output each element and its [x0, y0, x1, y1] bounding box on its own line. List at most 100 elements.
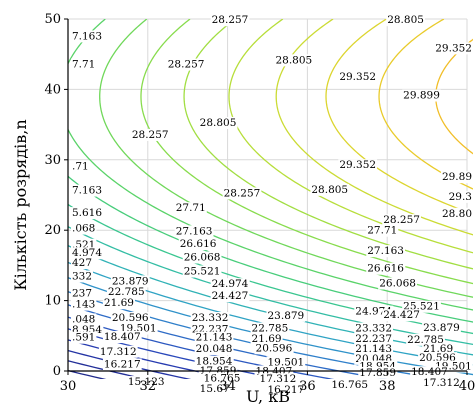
contour-label: 27.71 [367, 225, 397, 237]
y-axis-title: Кількість розрядів,n [11, 119, 30, 290]
contour-label-background [440, 171, 473, 184]
y-tick-label: 10 [44, 294, 61, 309]
contour-label-background [354, 322, 394, 335]
contour-label: 27.163 [367, 245, 404, 257]
contour-label: 29.899 [403, 90, 440, 102]
contour-label: 26.616 [367, 263, 404, 275]
contour-label: 28.805 [311, 184, 348, 196]
contour-label-background [178, 238, 218, 251]
contour-label-background [70, 257, 94, 270]
contour-label-background [110, 275, 150, 288]
contour-label: 16.765 [204, 373, 241, 385]
contour-label: 4.974 [72, 247, 102, 259]
contour-label: 28.257 [383, 214, 420, 226]
contour-label-background [198, 383, 231, 396]
contour-label-background [98, 345, 138, 358]
contour-label: 28.805 [387, 14, 424, 26]
contour-label: 23.879 [112, 275, 149, 287]
contour-label: 17.312 [100, 346, 137, 358]
contour-label: 24.974 [212, 278, 249, 290]
contour-line-3 [68, 339, 237, 379]
contour-labels: 7.163 28.257 28.805 29.352 7.71 28.257 28.805 2… [70, 14, 473, 396]
contour-label-background [202, 372, 242, 385]
contour-label-background [126, 376, 166, 389]
contour-label-background [70, 298, 97, 311]
contour-label-background [402, 89, 441, 102]
contour-label: 21.143 [355, 343, 392, 355]
contour-line-18 [228, 19, 473, 254]
contour-label-background [338, 159, 378, 172]
contour-label-background [338, 71, 378, 84]
contour-label: 28.805 [275, 54, 312, 66]
contour-label: .048 [72, 313, 95, 325]
y-tick-label: 0 [53, 364, 61, 379]
contour-label-background [102, 358, 142, 371]
x-tick-label: 30 [60, 379, 77, 394]
x-tick-label: 34 [219, 379, 236, 394]
contour-label: 22.785 [108, 286, 145, 298]
contour-label-background [250, 333, 283, 346]
x-axis-title: U, кВ [246, 387, 290, 406]
contour-line-13 [68, 175, 473, 323]
contour-label-background [102, 297, 135, 310]
contour-label: 21.143 [196, 332, 233, 344]
contour-label-background [386, 14, 425, 27]
contour-line-20 [325, 19, 473, 215]
contour-label-background [434, 42, 473, 55]
contour-label: 16.217 [104, 358, 141, 370]
contour-label: .71 [72, 161, 89, 173]
contour-label: 29.3 [449, 191, 472, 203]
contour-label: 24.427 [383, 309, 420, 321]
contour-line-21 [378, 19, 473, 190]
x-tick-label: 40 [459, 379, 475, 394]
contour-label-background [70, 287, 94, 300]
contour-label: 22.785 [252, 323, 289, 335]
contour-label-background [70, 313, 97, 326]
contour-label: 28.257 [212, 14, 249, 26]
y-tick-label: 30 [44, 153, 61, 168]
contour-label: 18.407 [104, 331, 141, 343]
x-tick-label: 32 [140, 379, 157, 394]
contour-label-background [190, 311, 230, 324]
contour-label: 20.596 [112, 312, 149, 324]
contour-label: 27.71 [176, 202, 206, 214]
contour-label-background [130, 128, 170, 141]
contour-label: 27.163 [176, 225, 213, 237]
contour-label-background [110, 311, 150, 324]
contour-label: .591 [72, 332, 95, 344]
contour-label: 15.67 [200, 383, 230, 395]
contour-label-background [358, 366, 398, 379]
contour-label-background [70, 58, 97, 71]
contour-line-15 [99, 19, 473, 298]
contour-label: 23.879 [268, 310, 305, 322]
y-tick-labels: 0 10 20 30 40 50 [44, 12, 61, 379]
contour-label-background [106, 285, 146, 298]
contour-label-background [382, 214, 421, 227]
contour-label-background [410, 366, 449, 379]
contour-label-background [210, 278, 250, 291]
contour-label: 23.332 [355, 323, 392, 335]
contour-label-background [274, 54, 314, 67]
contour-label: 24.427 [212, 290, 249, 302]
contour-label-background [174, 225, 214, 238]
contour-label: 29.352 [339, 71, 376, 83]
contour-label: 23.879 [423, 322, 460, 334]
x-tick-label: 36 [299, 379, 316, 394]
contour-label-background [70, 270, 94, 283]
y-tick-label: 20 [44, 223, 61, 238]
y-tick-label: 50 [44, 12, 61, 27]
contour-label-background [194, 342, 234, 355]
contour-label-background [266, 383, 306, 396]
contour-label: 26.616 [180, 238, 217, 250]
contour-label: 5.616 [72, 207, 102, 219]
contour-label: 21.69 [423, 343, 453, 355]
contour-line-16 [140, 19, 473, 285]
contour-label-background [310, 183, 350, 196]
contour-label: 18.407 [411, 366, 448, 378]
contour-label: 15.123 [128, 376, 165, 388]
contour-label-background [70, 184, 104, 197]
contour-label-background [102, 331, 142, 344]
contour-label: 17.859 [359, 367, 396, 379]
contour-label: 28.805 [200, 117, 237, 129]
contour-label: 20.596 [256, 342, 293, 354]
